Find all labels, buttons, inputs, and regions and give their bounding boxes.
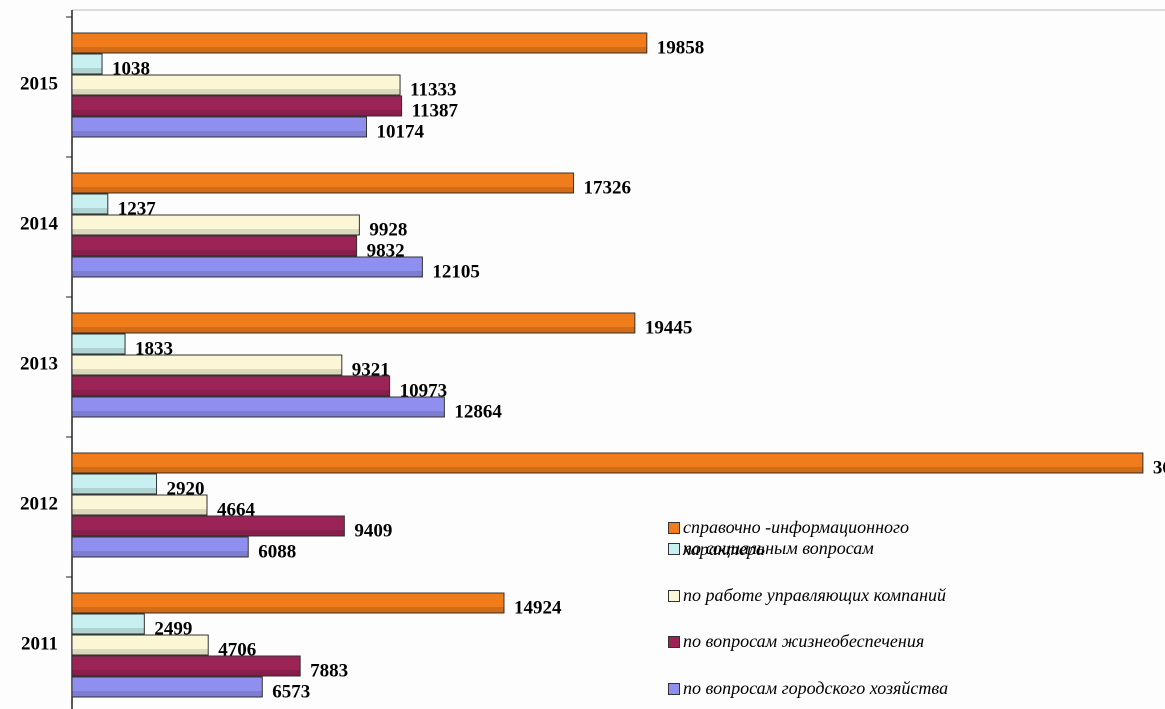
bar-shade bbox=[72, 488, 157, 494]
bar bbox=[71, 473, 158, 495]
value-label: 11387 bbox=[412, 100, 459, 121]
value-label: 12864 bbox=[454, 401, 502, 422]
bar-shade bbox=[72, 467, 1143, 473]
bar-shade bbox=[72, 691, 263, 697]
legend-item: справочно -информационного характера bbox=[668, 516, 968, 560]
bar bbox=[71, 613, 145, 635]
bar-shade bbox=[72, 551, 249, 557]
value-label: 36996 bbox=[1153, 457, 1165, 478]
bar bbox=[71, 592, 505, 614]
value-label: 9928 bbox=[369, 219, 407, 240]
legend-swatch bbox=[668, 543, 680, 555]
bar bbox=[71, 235, 358, 257]
value-label: 14924 bbox=[514, 597, 562, 618]
bar bbox=[71, 333, 126, 355]
value-label: 10174 bbox=[376, 121, 424, 142]
bar-shade bbox=[72, 530, 345, 536]
bar-shade bbox=[72, 369, 342, 375]
bar bbox=[71, 214, 360, 236]
value-label: 9321 bbox=[352, 359, 390, 380]
value-label: 6088 bbox=[258, 541, 296, 562]
value-label: 9832 bbox=[367, 240, 405, 261]
y-tick-label: 2012 bbox=[20, 493, 58, 514]
value-label: 2920 bbox=[167, 478, 205, 499]
bar-shade bbox=[72, 271, 423, 277]
bar bbox=[71, 354, 343, 376]
bar-shade bbox=[72, 327, 635, 333]
value-label: 1833 bbox=[135, 338, 173, 359]
value-label: 12105 bbox=[432, 261, 480, 282]
y-tick-label: 2015 bbox=[20, 73, 58, 94]
bar-shade bbox=[72, 411, 445, 417]
y-tick-label: 2011 bbox=[21, 633, 58, 654]
bar bbox=[71, 312, 636, 334]
legend-swatch bbox=[668, 590, 680, 602]
bar bbox=[71, 256, 423, 278]
y-tick-label: 2013 bbox=[20, 353, 58, 374]
legend-item: по социальным вопросам bbox=[668, 537, 968, 559]
bar bbox=[71, 536, 249, 558]
bar-shade bbox=[72, 47, 647, 53]
legend-label: по вопросам жизнеобеспечения bbox=[683, 631, 925, 651]
bar bbox=[71, 32, 648, 54]
bar-shade bbox=[72, 110, 402, 116]
bar bbox=[71, 676, 263, 698]
bar bbox=[71, 655, 301, 677]
legend-swatch bbox=[668, 636, 680, 648]
value-label: 19445 bbox=[645, 317, 693, 338]
value-label: 4706 bbox=[218, 639, 256, 660]
value-label: 7883 bbox=[310, 660, 348, 681]
bar-shade bbox=[72, 628, 145, 634]
bar-shade bbox=[72, 390, 390, 396]
bar bbox=[71, 634, 209, 656]
legend-label: по вопросам городского хозяйства bbox=[683, 678, 949, 698]
value-label: 6573 bbox=[272, 681, 310, 702]
legend-label: по социальным вопросам bbox=[683, 538, 874, 558]
bar bbox=[71, 172, 575, 194]
value-label: 4664 bbox=[217, 499, 256, 520]
bar bbox=[71, 494, 208, 516]
legend-label: по работе управляющих компаний bbox=[683, 585, 947, 605]
bar-shade bbox=[72, 229, 360, 235]
bar-shade bbox=[72, 187, 574, 193]
legend-swatch bbox=[668, 683, 680, 695]
value-label: 2499 bbox=[154, 618, 192, 639]
value-label: 9409 bbox=[354, 520, 392, 541]
bar bbox=[71, 396, 445, 418]
legend-swatch bbox=[668, 522, 680, 534]
bar-shade bbox=[72, 208, 108, 214]
value-label: 17326 bbox=[584, 177, 632, 198]
value-label: 11333 bbox=[410, 79, 456, 100]
bar-shade bbox=[72, 509, 208, 515]
bar bbox=[71, 74, 401, 96]
bar-shade bbox=[72, 649, 209, 655]
bar-shade bbox=[72, 89, 401, 95]
legend-item: по вопросам городского хозяйства bbox=[668, 677, 968, 699]
bar bbox=[71, 452, 1144, 474]
bar bbox=[71, 95, 403, 117]
y-tick-label: 2014 bbox=[20, 213, 59, 234]
bar bbox=[71, 116, 367, 138]
bar bbox=[71, 515, 345, 537]
value-label: 10973 bbox=[400, 380, 448, 401]
legend-item: по работе управляющих компаний bbox=[668, 584, 968, 606]
bar-shade bbox=[72, 68, 103, 74]
bar bbox=[71, 193, 109, 215]
bar-shade bbox=[72, 607, 504, 613]
value-label: 1237 bbox=[118, 198, 157, 219]
bar-shade bbox=[72, 250, 357, 256]
bar bbox=[71, 53, 103, 75]
bar-shade bbox=[72, 670, 301, 676]
bar-shade bbox=[72, 131, 367, 137]
legend-label: справочно -информационного характера bbox=[683, 517, 910, 559]
value-label: 1038 bbox=[112, 58, 150, 79]
legend-item: по вопросам жизнеобеспечения bbox=[668, 630, 968, 652]
bar-shade bbox=[72, 348, 126, 354]
value-label: 19858 bbox=[657, 37, 705, 58]
bar bbox=[71, 375, 391, 397]
